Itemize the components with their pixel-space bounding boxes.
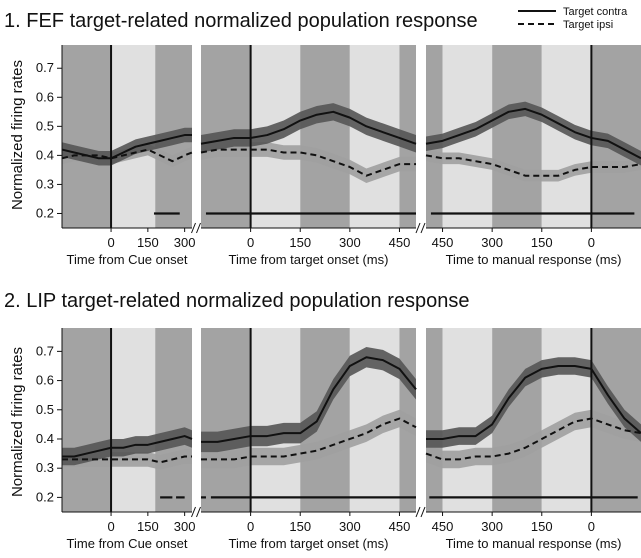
x-tick-label: 300 bbox=[481, 235, 503, 250]
axis-break bbox=[196, 222, 201, 234]
x-tick-label: 450 bbox=[432, 519, 454, 534]
contra-line bbox=[426, 364, 641, 440]
x-tick-label: 450 bbox=[389, 519, 411, 534]
y-tick-label: 0.4 bbox=[36, 147, 54, 162]
axis-break bbox=[420, 506, 426, 518]
x-axis-label: Time to manual response (ms) bbox=[446, 252, 622, 267]
ipsi-line bbox=[425, 417, 641, 461]
axis-break bbox=[191, 222, 196, 234]
panel-0: 0 150 300 Time from Cue onset bbox=[62, 328, 195, 551]
axis-break bbox=[420, 222, 426, 234]
contra-line bbox=[200, 110, 417, 145]
x-tick-label: 450 bbox=[432, 235, 454, 250]
y-tick-label: 0.6 bbox=[36, 89, 54, 104]
lip-section: 2. LIP target-related normalized populat… bbox=[4, 290, 641, 551]
x-tick-label: 300 bbox=[339, 235, 361, 250]
lip-y-axis-label: Normalized firing rates bbox=[9, 347, 26, 497]
shading-light bbox=[111, 328, 156, 512]
shading-dark bbox=[155, 328, 192, 512]
shading-dark bbox=[201, 328, 251, 512]
axis-break bbox=[191, 506, 196, 518]
contra-line bbox=[425, 107, 641, 160]
y-tick-label: 0.6 bbox=[36, 373, 54, 388]
axis-break bbox=[415, 222, 421, 234]
x-tick-label: 0 bbox=[107, 235, 114, 250]
x-tick-label: 450 bbox=[389, 235, 411, 250]
shading-dark bbox=[62, 45, 112, 228]
shading-dark bbox=[300, 45, 350, 228]
contra-sem-band bbox=[201, 346, 416, 453]
axis-break bbox=[196, 506, 201, 518]
x-tick-label: 300 bbox=[339, 519, 361, 534]
fef-y-axis-label: Normalized firing rates bbox=[9, 60, 26, 210]
x-tick-label: 150 bbox=[137, 235, 159, 250]
x-axis-label: Time to manual response (ms) bbox=[446, 536, 622, 551]
x-axis-label: Time from Cue onset bbox=[67, 536, 188, 551]
lip-section-title: 2. LIP target-related normalized populat… bbox=[4, 290, 469, 312]
ipsi-line bbox=[201, 417, 417, 461]
shading-light bbox=[250, 328, 301, 512]
y-tick-label: 0.3 bbox=[36, 176, 54, 191]
x-tick-label: 0 bbox=[247, 519, 254, 534]
x-axis-label: Time from target onset (ms) bbox=[229, 252, 389, 267]
shading-light bbox=[442, 328, 493, 512]
ipsi-sem-band bbox=[426, 409, 641, 469]
ipsi-line bbox=[425, 154, 641, 177]
y-tick-label: 0.5 bbox=[36, 118, 54, 133]
fef-section: 1. FEF target-related normalized populat… bbox=[4, 10, 641, 267]
x-axis-label: Time from Cue onset bbox=[67, 252, 188, 267]
legend-ipsi-label: Target ipsi bbox=[563, 19, 613, 31]
x-tick-label: 0 bbox=[107, 519, 114, 534]
y-tick-label: 0.2 bbox=[36, 489, 54, 504]
contra-line bbox=[201, 356, 417, 443]
y-tick-label: 0.2 bbox=[36, 205, 54, 220]
x-tick-label: 150 bbox=[531, 519, 553, 534]
y-tick-label: 0.4 bbox=[36, 431, 54, 446]
panel-2: 450 300 150 0 Time to manual response (ms) bbox=[425, 328, 641, 551]
panel-0: 0 150 300 Time from Cue onset bbox=[61, 45, 196, 267]
contra-line bbox=[61, 134, 192, 160]
legend: Target contra Target ipsi bbox=[518, 6, 628, 31]
x-tick-label: 300 bbox=[174, 235, 196, 250]
ipsi-sem-band bbox=[426, 149, 641, 182]
ipsi-line bbox=[62, 455, 192, 464]
axis-break bbox=[415, 506, 421, 518]
y-tick-label: 0.3 bbox=[36, 460, 54, 475]
x-tick-label: 300 bbox=[174, 519, 196, 534]
x-tick-label: 300 bbox=[481, 519, 503, 534]
x-tick-label: 0 bbox=[588, 235, 595, 250]
x-tick-label: 150 bbox=[289, 519, 311, 534]
contra-sem-band bbox=[426, 357, 641, 448]
x-axis-label: Time from target onset (ms) bbox=[229, 536, 389, 551]
x-tick-label: 150 bbox=[137, 519, 159, 534]
panel-2: 450 300 150 0 Time to manual response (ms) bbox=[425, 45, 641, 267]
ipsi-sem-band bbox=[201, 409, 416, 469]
contra-sem-band bbox=[426, 101, 641, 166]
x-tick-label: 0 bbox=[247, 235, 254, 250]
legend-contra-label: Target contra bbox=[563, 6, 628, 18]
x-tick-label: 150 bbox=[289, 235, 311, 250]
contra-sem-band bbox=[201, 103, 416, 153]
shading-dark bbox=[492, 45, 542, 228]
shading-dark bbox=[62, 328, 112, 512]
contra-line bbox=[62, 435, 193, 458]
x-tick-label: 0 bbox=[588, 519, 595, 534]
x-tick-label: 150 bbox=[531, 235, 553, 250]
ipsi-line bbox=[200, 148, 416, 177]
shading-dark bbox=[426, 328, 443, 512]
y-tick-label: 0.7 bbox=[36, 60, 54, 75]
y-tick-label: 0.5 bbox=[36, 402, 54, 417]
y-tick-label: 0.7 bbox=[36, 343, 54, 358]
fef-section-title: 1. FEF target-related normalized populat… bbox=[4, 10, 478, 32]
